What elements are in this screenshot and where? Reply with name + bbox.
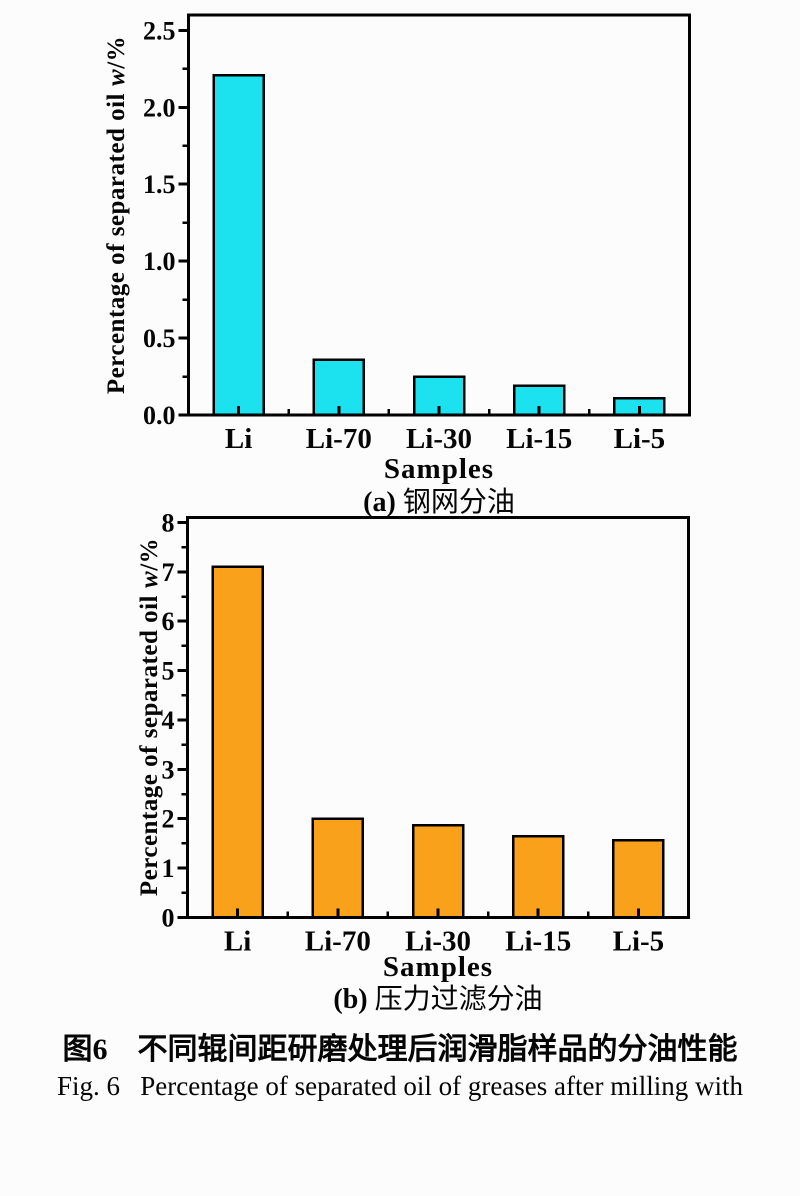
category-label-Li-70: Li-70 bbox=[306, 423, 372, 455]
caption-english-continuation: different roller spacing: ( a) conical s… bbox=[0, 1114, 800, 1196]
panel-a-subtitle-text: 钢网分油 bbox=[402, 487, 515, 518]
y-axis-title-b-variable: w bbox=[136, 570, 163, 588]
panel-a-subtitle: (a) 钢网分油 bbox=[188, 480, 690, 520]
category-label-Li-15: Li-15 bbox=[506, 423, 572, 455]
y-tick-label: 0.0 bbox=[143, 401, 176, 430]
bar-Li-70 bbox=[311, 817, 365, 919]
y-tick-label: 1 bbox=[162, 854, 175, 883]
y-tick-label: 3 bbox=[162, 755, 175, 784]
panel-b-label: (b) bbox=[333, 984, 368, 1015]
y-tick-label: 8 bbox=[162, 508, 175, 537]
y-axis-title-a-unit: /% bbox=[103, 35, 130, 69]
category-label-Li: Li bbox=[224, 926, 251, 958]
bar-Li-5 bbox=[612, 838, 665, 919]
y-axis-title-a-text: Percentage of separated oil bbox=[103, 92, 130, 395]
y-tick-label: 5 bbox=[162, 657, 175, 686]
caption-chinese: 图6 不同辊间距研磨处理后润滑脂样品的分油性能 bbox=[62, 1033, 738, 1066]
bar-Li bbox=[211, 565, 264, 919]
category-label-Li-5: Li-5 bbox=[613, 926, 665, 958]
y-axis-title-b: Percentage of separated oil w/% bbox=[136, 538, 164, 896]
y-axis-title-b-text: Percentage of separated oil bbox=[136, 594, 163, 897]
y-axis-title-b-unit: /% bbox=[136, 537, 163, 571]
y-tick-label: 6 bbox=[162, 607, 175, 636]
y-tick-label: 0 bbox=[162, 904, 175, 933]
y-tick-label: 7 bbox=[162, 558, 175, 587]
y-tick-label: 4 bbox=[162, 706, 175, 735]
y-tick-label: 2.0 bbox=[143, 93, 176, 122]
category-label-Li: Li bbox=[225, 423, 252, 455]
x-axis-title-a: Samples bbox=[383, 453, 495, 485]
y-axis-title-a: Percentage of separated oil w/% bbox=[103, 36, 131, 394]
category-label-Li-15: Li-15 bbox=[505, 926, 571, 958]
y-axis-title-a-variable: w bbox=[103, 68, 130, 86]
y-tick-label: 1.5 bbox=[143, 170, 176, 199]
panel-b-subtitle-text: 压力过滤分油 bbox=[374, 984, 543, 1015]
category-label-Li-30: Li-30 bbox=[405, 926, 471, 958]
y-tick-label: 0.5 bbox=[143, 324, 176, 353]
panel-a-label: (a) bbox=[363, 487, 396, 518]
category-label-Li-70: Li-70 bbox=[305, 926, 371, 958]
y-tick-label: 2 bbox=[162, 805, 175, 834]
x-axis-title-b: Samples bbox=[382, 951, 494, 983]
bar-Li bbox=[212, 73, 265, 417]
y-tick-label: 1.0 bbox=[143, 247, 176, 276]
bar-Li-30 bbox=[411, 823, 465, 919]
category-label-Li-30: Li-30 bbox=[406, 423, 472, 455]
caption-english-line1: Fig. 6 Percentage of separated oil of gr… bbox=[56, 1071, 744, 1101]
category-label-Li-5: Li-5 bbox=[614, 423, 666, 455]
bar-Li-15 bbox=[511, 834, 565, 919]
y-tick-label: 2.5 bbox=[143, 16, 176, 45]
chart-panel-a: 0.0 0.5 1.0 1.5 2.0 2.5 Li Li-70 Li-30 Li-15 Li-5 bbox=[143, 13, 691, 455]
chart-panel-b: 0 1 2 3 4 5 6 7 8 Li Li-70 Li-30 Li-15 Li-5 bbox=[162, 508, 690, 958]
panel-b-subtitle: (b) 压力过滤分油 bbox=[187, 977, 689, 1017]
